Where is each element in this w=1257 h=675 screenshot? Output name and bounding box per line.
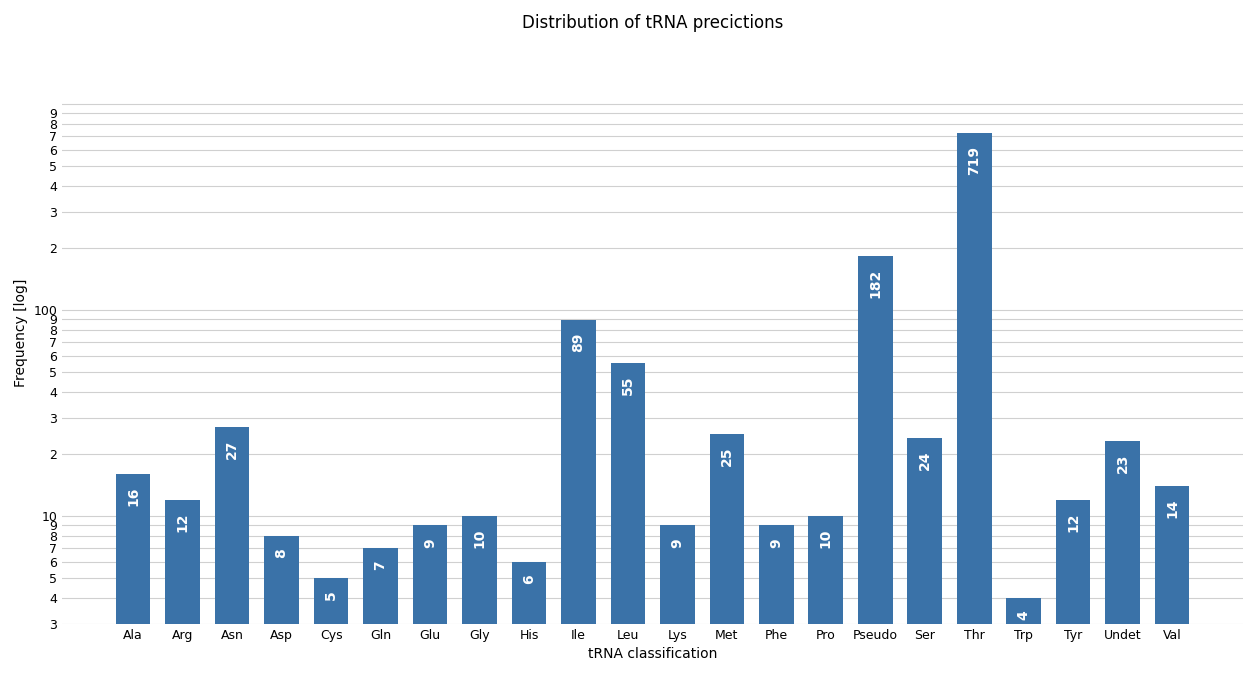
Text: 16: 16	[126, 487, 141, 506]
Bar	[611, 363, 645, 675]
Bar	[908, 437, 941, 675]
Text: 182: 182	[869, 269, 882, 298]
Y-axis label: Frequency [log]: Frequency [log]	[14, 279, 28, 387]
Text: 55: 55	[621, 376, 635, 396]
Text: 9: 9	[670, 538, 684, 547]
Text: 5: 5	[324, 591, 338, 600]
Text: 9: 9	[424, 538, 437, 547]
Bar	[215, 427, 249, 675]
Text: 23: 23	[1116, 454, 1130, 473]
Text: 9: 9	[769, 538, 783, 547]
Text: 10: 10	[473, 529, 486, 548]
Bar	[363, 548, 398, 675]
Text: 12: 12	[176, 512, 190, 532]
Bar	[314, 578, 348, 675]
Bar	[264, 536, 299, 675]
Bar	[808, 516, 843, 675]
Bar	[957, 134, 992, 675]
Text: 27: 27	[225, 439, 239, 459]
Text: 8: 8	[274, 548, 289, 558]
Text: 4: 4	[1017, 610, 1031, 620]
Bar	[463, 516, 497, 675]
Bar	[859, 256, 892, 675]
Bar	[1056, 500, 1091, 675]
X-axis label: tRNA classification: tRNA classification	[588, 647, 718, 661]
Text: 7: 7	[373, 560, 387, 570]
Bar	[166, 500, 200, 675]
Bar	[660, 525, 695, 675]
Bar	[759, 525, 793, 675]
Text: 12: 12	[1066, 512, 1080, 532]
Text: 719: 719	[967, 146, 982, 175]
Title: Distribution of tRNA precictions: Distribution of tRNA precictions	[522, 14, 783, 32]
Text: 25: 25	[720, 446, 734, 466]
Bar	[412, 525, 447, 675]
Bar	[561, 321, 596, 675]
Text: 14: 14	[1165, 498, 1179, 518]
Bar	[116, 474, 151, 675]
Text: 6: 6	[522, 574, 535, 584]
Text: 24: 24	[918, 450, 931, 470]
Bar	[512, 562, 547, 675]
Bar	[1007, 598, 1041, 675]
Bar	[1155, 486, 1189, 675]
Bar	[1105, 441, 1140, 675]
Text: 10: 10	[818, 529, 833, 548]
Bar	[709, 434, 744, 675]
Text: 89: 89	[572, 333, 586, 352]
